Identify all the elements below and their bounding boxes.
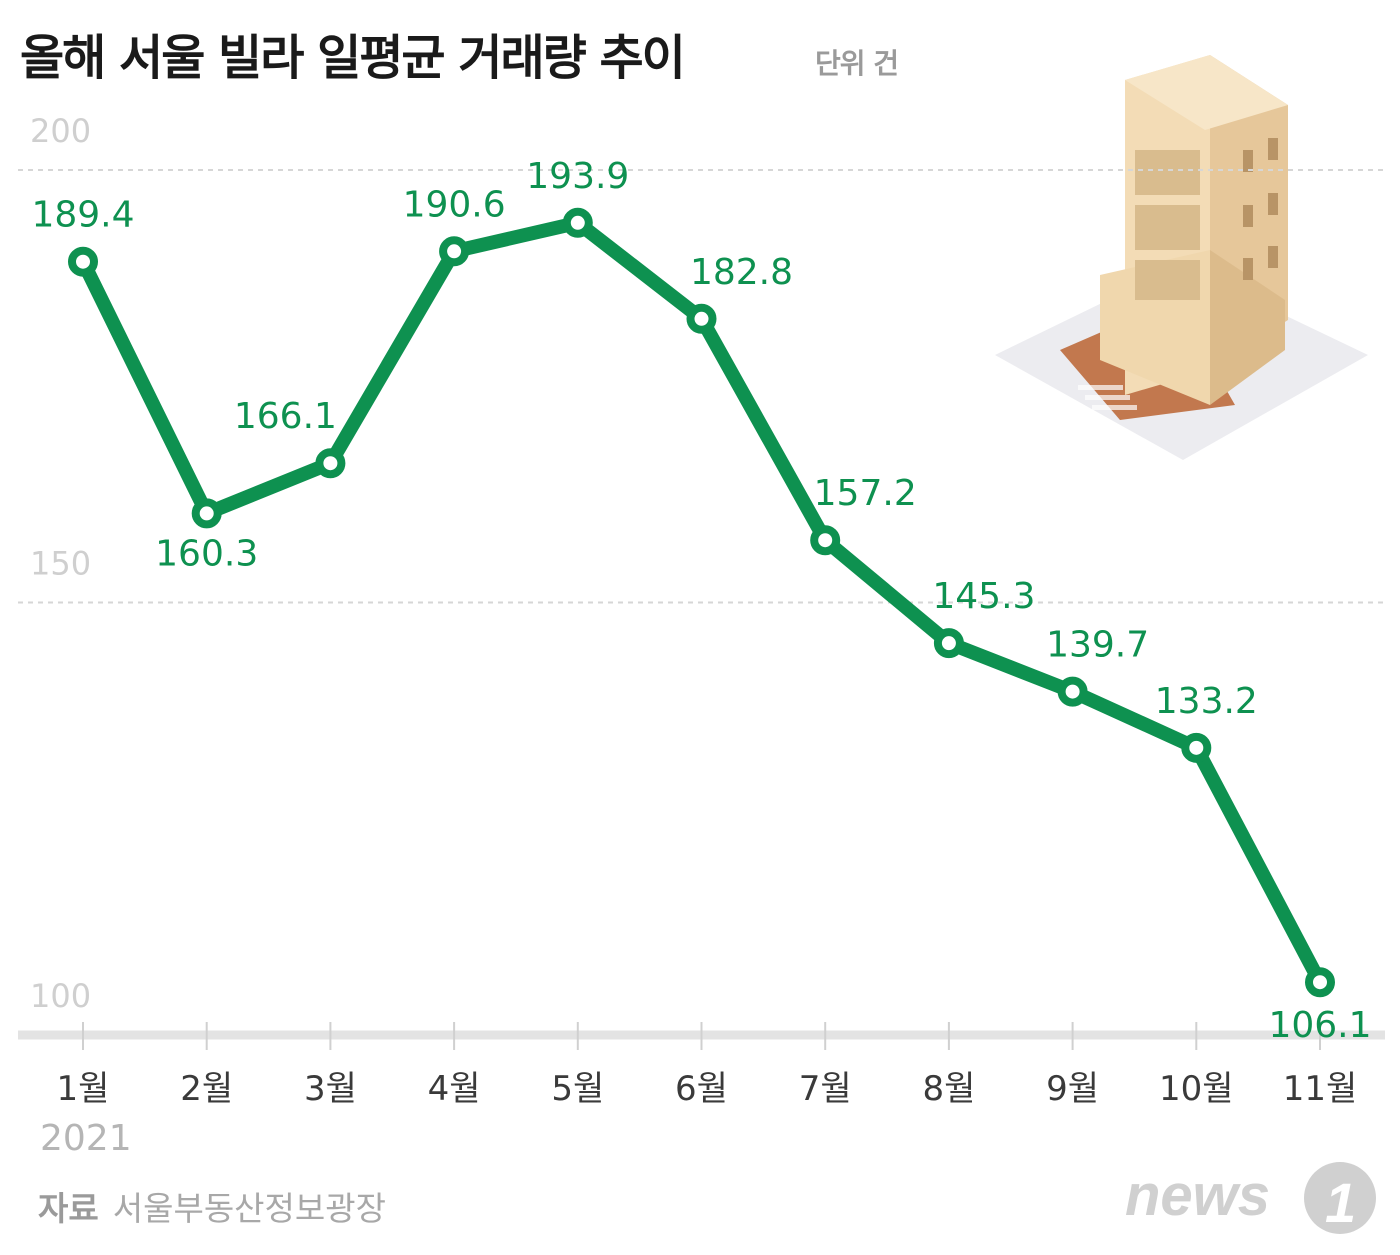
- data-label: 160.3: [155, 533, 258, 574]
- data-label: 157.2: [814, 473, 917, 514]
- data-point: [810, 525, 841, 556]
- data-label: 106.1: [1268, 1005, 1371, 1046]
- data-label: 182.8: [690, 252, 793, 293]
- x-tick-label: 6월: [675, 1069, 728, 1109]
- x-tick-label: 4월: [428, 1069, 481, 1109]
- data-point: [1181, 732, 1212, 763]
- data-label: 189.4: [31, 195, 134, 236]
- chart-title: 올해 서울 빌라 일평균 거래량 추이: [20, 30, 686, 86]
- source-name: 서울부동산정보광장: [112, 1189, 386, 1228]
- data-point: [1305, 967, 1335, 998]
- data-label: 145.3: [932, 576, 1035, 617]
- svg-text:1: 1: [1325, 1171, 1356, 1234]
- x-tick-label: 7월: [799, 1069, 852, 1109]
- x-tick-label: 1월: [57, 1069, 110, 1109]
- villa-building-illustration: [995, 55, 1368, 460]
- source-label: 자료: [38, 1189, 99, 1228]
- data-point: [933, 628, 964, 659]
- x-tick-label: 3월: [304, 1069, 357, 1109]
- x-tick-label: 8월: [922, 1069, 975, 1109]
- x-tick-label: 10월: [1159, 1069, 1234, 1109]
- data-point: [68, 246, 98, 277]
- y-tick-label: 200: [30, 112, 91, 150]
- unit-label: 단위 건: [815, 47, 899, 80]
- y-tick-label: 150: [30, 545, 91, 583]
- y-tick-label: 100: [30, 977, 91, 1015]
- data-point: [191, 498, 222, 529]
- data-point: [562, 207, 593, 238]
- svg-text:news: news: [1125, 1163, 1270, 1228]
- data-label: 190.6: [403, 184, 506, 225]
- data-label: 139.7: [1046, 625, 1149, 666]
- x-tick-label: 5월: [551, 1069, 604, 1109]
- x-tick-label: 11월: [1283, 1069, 1358, 1109]
- data-point: [439, 236, 470, 267]
- data-point: [1057, 676, 1088, 707]
- x-tick-label: 2월: [180, 1069, 233, 1109]
- year-label: 2021: [40, 1118, 132, 1159]
- x-tick-label: 9월: [1046, 1069, 1099, 1109]
- news1-logo: news 1: [1125, 1162, 1376, 1234]
- data-point: [315, 448, 346, 479]
- data-label: 166.1: [234, 396, 337, 437]
- data-label: 133.2: [1155, 681, 1258, 722]
- source-credit: 자료 서울부동산정보광장: [38, 1182, 386, 1230]
- data-label: 193.9: [526, 156, 629, 197]
- data-point: [686, 303, 717, 334]
